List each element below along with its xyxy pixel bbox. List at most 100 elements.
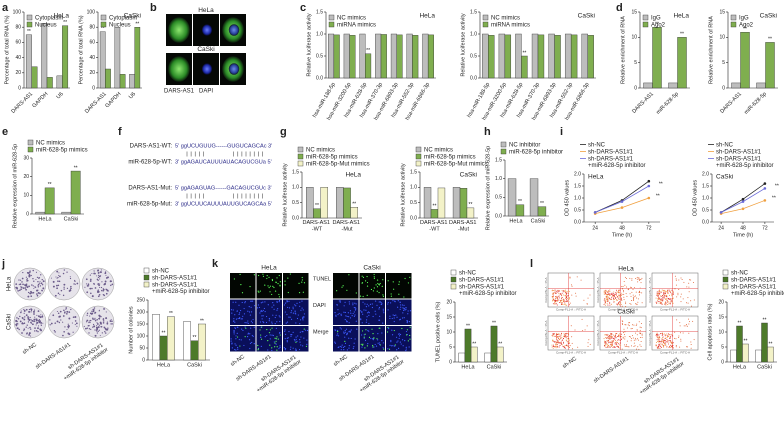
- colony: [30, 274, 32, 277]
- event: [669, 346, 671, 348]
- colony: [28, 285, 30, 287]
- event: [662, 337, 664, 339]
- event: [567, 338, 569, 340]
- event: [661, 289, 663, 291]
- stain-dot: [398, 333, 400, 335]
- stain-dot: [398, 281, 400, 283]
- stain-dot: [339, 345, 341, 348]
- colony: [63, 288, 65, 290]
- colony: [95, 326, 98, 329]
- stain-dot: [283, 304, 286, 306]
- panel-label: k: [212, 258, 219, 270]
- event: [659, 347, 661, 349]
- event: [605, 293, 607, 295]
- x-tick-label: DARS-AS1 -WT: [420, 220, 449, 233]
- stain-dot: [248, 306, 250, 308]
- event: [665, 342, 667, 344]
- stain-dot: [352, 312, 354, 315]
- colony: [25, 308, 28, 311]
- legend-swatch: [100, 21, 107, 28]
- sequence-name: DARS-AS1-WT:: [130, 144, 173, 150]
- stain-dot: [382, 279, 384, 281]
- stain-dot: [245, 327, 247, 329]
- stain-dot: [233, 333, 235, 335]
- stain-dot: [306, 343, 308, 345]
- stain-dot: [278, 299, 281, 302]
- event: [566, 338, 568, 340]
- stain-dot: [354, 314, 356, 316]
- event: [559, 342, 561, 344]
- event: [638, 277, 640, 279]
- colony: [66, 310, 69, 313]
- event: [664, 291, 666, 293]
- stain-dot: [262, 309, 264, 312]
- event: [557, 295, 559, 297]
- event: [565, 336, 567, 338]
- event: [555, 296, 557, 298]
- colony: [94, 319, 97, 322]
- y-axis-label: TUNEL positive cells (%): [435, 302, 441, 363]
- stain-dot: [259, 329, 261, 331]
- event: [666, 334, 668, 336]
- stain-dot: [372, 315, 374, 318]
- event: [560, 338, 562, 340]
- bar: [564, 33, 572, 79]
- bar: [677, 37, 687, 89]
- legend-label: sh-DARS-AS1#1 +miR-628-5p inhibitor: [716, 156, 774, 169]
- stain-dot: [352, 304, 354, 306]
- event: [639, 344, 641, 346]
- stain-dot: [264, 336, 266, 338]
- stain-dot: [301, 307, 303, 309]
- event: [636, 297, 638, 299]
- event: [690, 300, 692, 302]
- legend-label: miRNA mimics: [337, 22, 376, 28]
- stain-dot: [299, 319, 302, 321]
- y-axis-label: Relative expression of miR-628-5p: [485, 146, 491, 230]
- colony: [94, 329, 96, 331]
- colony: [37, 283, 40, 286]
- stain-dot: [273, 308, 275, 310]
- colony: [62, 321, 64, 323]
- event: [616, 291, 618, 293]
- y-tick-label: 0: [18, 85, 21, 91]
- event: [630, 303, 632, 305]
- bar: [496, 346, 504, 363]
- event: [626, 344, 628, 346]
- event: [677, 294, 679, 296]
- colony: [22, 283, 24, 286]
- event: [551, 296, 553, 298]
- stain-dot: [370, 288, 373, 291]
- event: [621, 348, 623, 350]
- event: [610, 298, 612, 300]
- event: [625, 324, 627, 326]
- event: [670, 292, 672, 294]
- stain-dot: [337, 335, 340, 337]
- event: [625, 286, 627, 288]
- colony: [98, 274, 100, 277]
- event: [655, 334, 657, 336]
- stain-dot: [274, 316, 276, 319]
- stain-dot: [268, 286, 270, 289]
- event: [615, 341, 617, 343]
- legend-label: sh-NC: [716, 142, 734, 148]
- event: [641, 302, 643, 304]
- stain-dot: [343, 305, 345, 307]
- stain-dot: [334, 342, 337, 344]
- event: [655, 301, 657, 303]
- event: [666, 299, 668, 301]
- stain-dot: [364, 339, 367, 342]
- event: [637, 338, 639, 340]
- colony: [25, 288, 27, 291]
- event: [561, 333, 563, 335]
- stain-dot: [303, 313, 306, 315]
- stain-dot: [275, 327, 277, 329]
- event: [640, 282, 642, 284]
- event: [619, 333, 621, 335]
- stain-dot: [392, 281, 394, 283]
- event: [613, 297, 615, 299]
- event: [641, 334, 643, 336]
- event: [570, 325, 572, 327]
- bar: [105, 68, 111, 89]
- stain-dot: [241, 318, 243, 320]
- colony: [74, 315, 77, 318]
